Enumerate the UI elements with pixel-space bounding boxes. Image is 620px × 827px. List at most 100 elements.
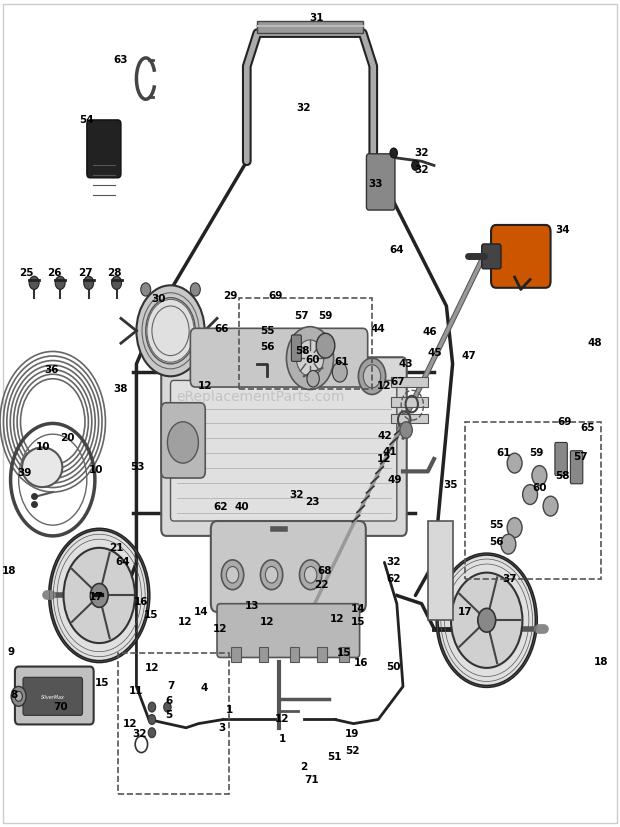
Circle shape: [451, 572, 523, 668]
Text: 67: 67: [391, 377, 405, 387]
Text: 30: 30: [151, 294, 166, 304]
Text: 12: 12: [144, 663, 159, 673]
Circle shape: [412, 160, 419, 170]
Text: 18: 18: [2, 566, 17, 576]
Text: 15: 15: [95, 678, 110, 688]
Text: 52: 52: [345, 746, 360, 756]
Bar: [290, 647, 299, 662]
Text: 50: 50: [386, 662, 401, 672]
Circle shape: [363, 365, 381, 388]
Text: 12: 12: [123, 719, 138, 729]
Text: 1: 1: [226, 705, 233, 715]
Text: 34: 34: [556, 225, 570, 235]
Bar: [391, 414, 428, 423]
Text: 57: 57: [294, 311, 309, 321]
Text: 70: 70: [53, 702, 68, 712]
Text: 25: 25: [19, 268, 34, 278]
FancyBboxPatch shape: [161, 357, 407, 536]
Text: 40: 40: [234, 502, 249, 512]
Circle shape: [501, 534, 516, 554]
Text: 68: 68: [317, 566, 332, 576]
Text: 32: 32: [386, 557, 401, 567]
Text: 8: 8: [10, 690, 17, 700]
Text: 21: 21: [109, 543, 124, 553]
Text: 51: 51: [327, 752, 342, 762]
Circle shape: [543, 496, 558, 516]
Text: 37: 37: [502, 574, 517, 584]
Text: 15: 15: [337, 648, 352, 658]
Text: eReplacementParts.com: eReplacementParts.com: [176, 390, 345, 404]
FancyBboxPatch shape: [366, 154, 395, 210]
Text: 59: 59: [529, 448, 544, 458]
Text: 3: 3: [218, 723, 226, 733]
Text: 17: 17: [89, 592, 104, 602]
Text: 32: 32: [296, 103, 311, 112]
FancyBboxPatch shape: [217, 604, 360, 657]
Circle shape: [437, 554, 536, 686]
Circle shape: [400, 422, 412, 438]
Circle shape: [316, 333, 335, 358]
Text: 62: 62: [386, 574, 401, 584]
Text: 23: 23: [304, 497, 319, 507]
Text: 44: 44: [371, 324, 386, 334]
Text: 45: 45: [428, 348, 443, 358]
Circle shape: [523, 485, 538, 504]
Circle shape: [15, 691, 22, 701]
Text: 12: 12: [213, 624, 228, 633]
Text: 32: 32: [414, 165, 429, 174]
Text: 58: 58: [294, 347, 309, 356]
Text: 11: 11: [129, 686, 144, 696]
Text: 5: 5: [165, 710, 172, 719]
Text: 12: 12: [177, 617, 192, 627]
Circle shape: [11, 686, 26, 706]
Bar: [391, 377, 428, 387]
Text: 35: 35: [443, 480, 458, 490]
FancyBboxPatch shape: [87, 120, 121, 178]
FancyBboxPatch shape: [291, 335, 301, 361]
Text: 55: 55: [260, 326, 275, 336]
Bar: [428, 521, 453, 620]
Circle shape: [29, 276, 39, 289]
Text: 2: 2: [300, 762, 308, 772]
Text: 66: 66: [215, 324, 229, 334]
Text: 59: 59: [317, 311, 332, 321]
Bar: [391, 397, 428, 407]
Text: 64: 64: [389, 245, 404, 255]
FancyBboxPatch shape: [161, 403, 205, 478]
Text: 58: 58: [555, 471, 570, 480]
FancyBboxPatch shape: [190, 328, 368, 387]
Text: 31: 31: [309, 13, 324, 23]
Text: 14: 14: [194, 607, 209, 617]
Circle shape: [141, 283, 151, 296]
Text: 12: 12: [259, 617, 274, 627]
Text: 47: 47: [462, 351, 477, 361]
Circle shape: [84, 276, 94, 289]
Text: 48: 48: [588, 338, 603, 348]
Circle shape: [478, 609, 495, 632]
Text: 13: 13: [244, 601, 259, 611]
Circle shape: [299, 560, 322, 590]
Text: 15: 15: [144, 610, 159, 620]
Text: 12: 12: [377, 454, 392, 464]
Text: 4: 4: [201, 683, 208, 693]
Circle shape: [136, 285, 205, 376]
Text: 19: 19: [345, 729, 360, 739]
Text: 14: 14: [351, 604, 366, 614]
Text: 63: 63: [113, 55, 128, 65]
Bar: [239, 298, 372, 389]
Text: 12: 12: [329, 614, 344, 624]
FancyBboxPatch shape: [211, 521, 366, 612]
Circle shape: [358, 358, 386, 394]
FancyBboxPatch shape: [555, 442, 567, 476]
Text: 39: 39: [17, 468, 32, 478]
Circle shape: [304, 566, 317, 583]
Text: 69: 69: [557, 417, 572, 427]
Text: 61: 61: [334, 357, 349, 367]
Polygon shape: [257, 21, 363, 33]
FancyBboxPatch shape: [491, 225, 551, 288]
Text: 17: 17: [458, 607, 472, 617]
Text: 32: 32: [132, 729, 147, 739]
Circle shape: [296, 340, 324, 376]
Bar: [118, 653, 229, 794]
Text: 20: 20: [60, 433, 74, 443]
